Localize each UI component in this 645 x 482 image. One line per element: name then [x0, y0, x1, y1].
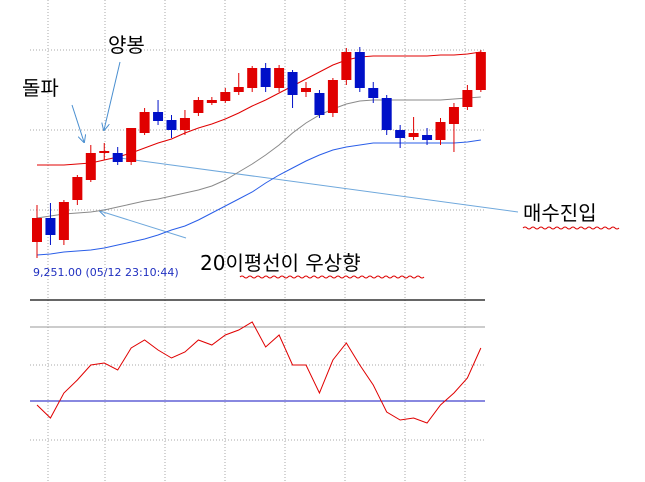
candle-body [233, 87, 244, 92]
candle-body [126, 128, 137, 162]
series-line [36, 139, 481, 256]
candle-body [354, 52, 365, 88]
candle-body [327, 80, 338, 113]
candle-body [166, 120, 177, 130]
candle-body [220, 92, 231, 101]
candle-body [475, 52, 486, 90]
candle-body [45, 218, 56, 235]
arrow [100, 211, 187, 239]
candle-body [260, 68, 271, 87]
candle-body [206, 100, 217, 103]
candle-body [368, 88, 379, 98]
underline [239, 275, 425, 279]
candle-body [112, 153, 123, 162]
candle-body [99, 151, 110, 153]
candle-body [179, 118, 190, 130]
candle-body [408, 133, 419, 137]
cursor-label: 9,251.00 (05/12 23:10:44) [33, 266, 179, 279]
series-line [36, 96, 481, 219]
underline [522, 226, 620, 230]
candle-body [314, 93, 325, 115]
candle-body [341, 52, 352, 80]
candle-body [85, 153, 96, 180]
candle-body [395, 130, 406, 138]
candle-body [301, 88, 311, 92]
series-line [37, 51, 481, 166]
candle-body [139, 112, 150, 133]
connector [119, 157, 519, 213]
candle-body [193, 100, 204, 113]
candle-body [72, 177, 83, 200]
series-line [36, 321, 482, 424]
candle-body [422, 135, 433, 140]
annotation: 양봉 [108, 33, 145, 57]
candle-body [32, 218, 42, 242]
candle-body [58, 202, 69, 240]
candle-body [462, 90, 473, 107]
candle-body [247, 68, 258, 88]
annotation: 20이평선이 우상향 [200, 251, 361, 275]
candle-body [153, 112, 164, 121]
candle-body [274, 68, 285, 88]
candle-body [448, 107, 459, 124]
candle-body [435, 122, 446, 140]
arrow [71, 104, 84, 142]
arrow [104, 61, 121, 130]
candle-body [381, 98, 392, 130]
annotation: 매수진입 [523, 201, 597, 225]
annotation: 돌파 [22, 76, 59, 100]
plot [30, 47, 486, 441]
vertical-grid [47, 0, 466, 482]
candle-body [287, 72, 298, 95]
